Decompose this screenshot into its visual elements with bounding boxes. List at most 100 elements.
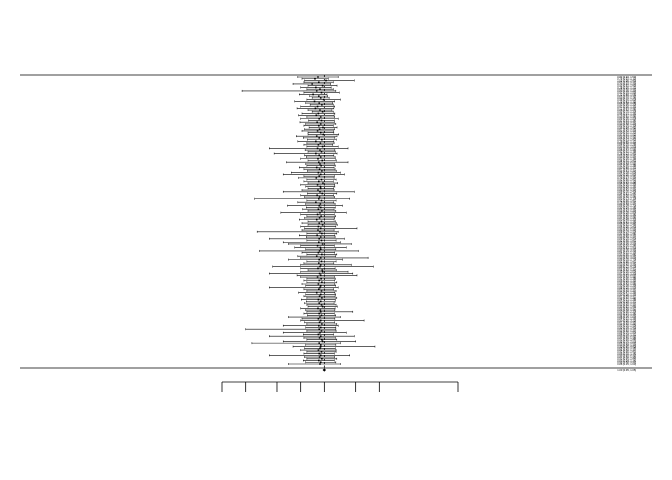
point-estimate	[317, 197, 320, 200]
point-estimate	[318, 302, 320, 304]
study-estimate-text: 0.90 [0.20, 2.10]	[617, 353, 636, 357]
point-estimate	[319, 257, 322, 259]
study-row	[304, 128, 335, 131]
study-row	[301, 112, 336, 115]
x-axis	[221, 381, 459, 392]
point-estimate	[319, 149, 321, 151]
point-estimate	[319, 286, 321, 289]
study-row	[303, 336, 336, 339]
study-row	[307, 209, 337, 212]
study-row	[311, 110, 334, 113]
study-row	[294, 100, 335, 103]
point-estimate	[315, 255, 318, 257]
point-estimate	[322, 98, 325, 101]
study-row	[306, 199, 337, 202]
study-row	[303, 288, 334, 291]
study-row	[300, 117, 339, 120]
study-estimate-text: 0.90 [0.50, 2.20]	[617, 263, 636, 267]
study-estimate-text: 0.95 [0.50, 2.00]	[617, 270, 636, 274]
study-row	[251, 342, 341, 345]
study-estimate-text: 0.86 [0.56, 1.32]	[617, 153, 636, 157]
study-row	[282, 340, 356, 343]
point-estimate	[319, 203, 322, 205]
point-estimate	[321, 210, 323, 212]
study-row	[305, 293, 336, 296]
point-estimate	[316, 121, 318, 124]
study-estimate-text: 0.89 [0.60, 1.33]	[617, 141, 636, 145]
point-estimate	[321, 224, 324, 226]
study-row	[282, 241, 341, 244]
study-rows	[241, 75, 376, 372]
study-row	[305, 162, 335, 165]
study-row	[301, 229, 335, 232]
study-row	[306, 215, 336, 218]
study-estimate-text: 0.86 [0.55, 1.34]	[617, 311, 636, 315]
point-estimate	[317, 144, 320, 146]
point-estimate	[312, 93, 314, 96]
study-row	[303, 168, 336, 171]
study-row	[300, 86, 332, 89]
point-estimate	[317, 225, 320, 228]
study-estimate-text: 0.86 [0.50, 1.50]	[617, 117, 636, 121]
study-estimate-text: 0.93 [0.61, 1.42]	[617, 169, 636, 173]
study-row	[306, 253, 338, 256]
study-estimate-text: 0.92 [0.60, 1.41]	[617, 289, 636, 293]
study-row	[292, 345, 376, 348]
study-estimate-text: 0.89 [0.58, 1.36]	[617, 184, 636, 188]
study-row	[307, 133, 339, 136]
study-row	[254, 197, 350, 200]
point-estimate	[314, 107, 317, 110]
point-estimate	[316, 184, 319, 186]
study-estimate-text: 0.92 [0.62, 1.38]	[617, 150, 636, 154]
study-estimate-text: 0.83 [0.52, 1.33]	[617, 188, 636, 192]
point-estimate	[319, 116, 322, 118]
study-estimate-text: 0.84 [0.50, 1.40]	[617, 224, 636, 228]
study-row	[308, 119, 335, 122]
study-row	[303, 262, 335, 265]
point-estimate	[315, 90, 318, 92]
study-row	[297, 140, 335, 143]
point-estimate	[316, 213, 319, 216]
study-row	[301, 298, 336, 301]
study-row	[269, 147, 349, 150]
point-estimate	[316, 147, 319, 150]
study-estimate-text: 0.86 [0.58, 1.28]	[617, 101, 636, 105]
point-estimate	[319, 248, 322, 250]
study-row	[307, 223, 338, 226]
point-estimate	[317, 208, 320, 210]
point-estimate	[316, 130, 319, 132]
study-estimate-text: 0.80 [0.48, 1.33]	[617, 165, 636, 169]
study-estimate-text: 0.84 [0.52, 1.35]	[617, 251, 636, 255]
study-estimate-text: 0.92 [0.60, 1.41]	[617, 178, 636, 182]
point-estimate	[319, 347, 321, 350]
point-estimate	[322, 133, 325, 136]
study-estimate-text: 0.84 [0.52, 1.36]	[617, 111, 636, 115]
study-estimate-text: 0.82 [0.50, 1.35]	[617, 183, 636, 187]
study-estimate-text: 0.86 [0.20, 1.80]	[617, 237, 636, 241]
study-estimate-text: 0.84 [0.52, 1.36]	[617, 317, 636, 321]
study-row	[306, 322, 338, 325]
point-estimate	[315, 177, 318, 179]
point-estimate	[319, 311, 322, 313]
point-estimate	[316, 194, 318, 197]
point-estimate	[319, 191, 321, 193]
study-row	[307, 138, 337, 141]
study-row	[303, 124, 334, 127]
study-row	[303, 333, 334, 336]
point-estimate	[318, 137, 320, 139]
study-estimate-text: 0.90 [0.56, 2.60]	[617, 226, 636, 230]
study-estimate-text: 0.85 [0.65, 1.10]	[617, 94, 636, 98]
point-estimate	[317, 161, 320, 164]
point-estimate	[318, 196, 321, 198]
study-estimate-text: 0.90 [0.45, 2.60]	[617, 273, 636, 277]
point-estimate	[317, 283, 320, 285]
study-row	[307, 305, 338, 308]
study-estimate-text: 0.90 [0.20, 2.40]	[617, 334, 636, 338]
study-estimate-text: 0.92 [0.60, 1.41]	[617, 238, 636, 242]
point-estimate	[318, 117, 320, 120]
study-estimate-text: 0.88 [0.35, 1.60]	[617, 315, 636, 319]
point-estimate	[318, 312, 320, 315]
point-estimate	[321, 104, 323, 106]
study-row	[306, 145, 339, 148]
study-estimate-text: 0.86 [0.10, 1.40]	[617, 327, 636, 331]
